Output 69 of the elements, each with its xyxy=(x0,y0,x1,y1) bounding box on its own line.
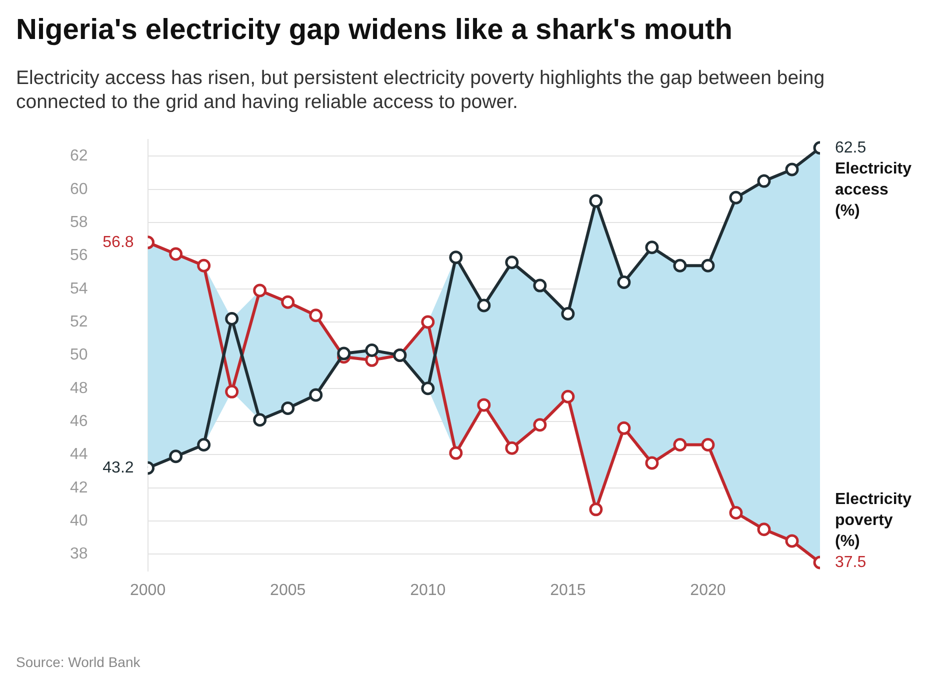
data-label: 43.2 xyxy=(102,459,134,476)
point xyxy=(645,240,659,254)
point xyxy=(169,450,183,464)
point xyxy=(785,534,799,548)
point xyxy=(785,162,799,176)
point xyxy=(421,315,435,329)
point xyxy=(449,446,463,460)
series-label: Electricity access (%) xyxy=(835,160,912,220)
point xyxy=(701,258,715,272)
y-tick-label: 42 xyxy=(70,479,88,496)
point xyxy=(729,506,743,520)
y-tick-label: 58 xyxy=(70,214,88,231)
point xyxy=(673,438,687,452)
y-tick-label: 54 xyxy=(70,280,88,298)
point xyxy=(505,441,519,455)
point xyxy=(561,390,575,404)
point xyxy=(589,194,603,208)
point xyxy=(505,256,519,270)
y-tick-label: 50 xyxy=(70,346,88,364)
x-tick-label: 2000 xyxy=(130,582,166,599)
point xyxy=(225,312,239,326)
x-tick-label: 2005 xyxy=(270,582,306,599)
point xyxy=(757,522,771,536)
point xyxy=(477,298,491,312)
x-tick-label: 2015 xyxy=(550,582,586,599)
source-note: Source: World Bank xyxy=(16,654,140,670)
point xyxy=(281,402,295,416)
point xyxy=(225,384,239,398)
y-tick-label: 52 xyxy=(70,313,88,330)
y-tick-label: 62 xyxy=(70,148,88,165)
chart-subtitle: Electricity access has risen, but persistent electricity poverty highlights the gap between being connected to the grid and having reliable access to power. xyxy=(16,66,826,114)
point xyxy=(197,438,211,452)
point xyxy=(645,456,659,470)
chart-title: Nigeria's electricity gap widens like a shark's mouth xyxy=(16,14,733,47)
point xyxy=(253,284,267,298)
point xyxy=(561,306,575,320)
point xyxy=(253,413,267,427)
data-label: 37.5 xyxy=(835,554,866,571)
point xyxy=(589,502,603,516)
y-tick-label: 40 xyxy=(70,512,88,530)
point xyxy=(309,308,323,322)
point xyxy=(477,398,491,412)
y-tick-label: 56 xyxy=(70,247,88,264)
point xyxy=(281,295,295,309)
y-tick-label: 60 xyxy=(70,180,88,198)
data-label: 62.5 xyxy=(835,139,866,156)
point xyxy=(617,421,631,435)
point xyxy=(617,275,631,289)
point xyxy=(365,343,379,357)
point xyxy=(701,438,715,452)
y-tick-label: 46 xyxy=(70,412,88,430)
point xyxy=(533,418,547,432)
y-tick-label: 38 xyxy=(70,546,88,563)
point xyxy=(757,174,771,188)
point xyxy=(421,382,435,396)
point xyxy=(309,388,323,402)
y-tick-label: 48 xyxy=(70,380,88,397)
x-tick-label: 2020 xyxy=(690,582,726,599)
series-label: Electricity poverty (%) xyxy=(835,490,912,550)
point xyxy=(337,346,351,360)
point xyxy=(673,258,687,272)
data-label: 56.8 xyxy=(102,234,134,251)
point xyxy=(449,250,463,264)
x-tick-label: 2010 xyxy=(410,582,446,599)
point xyxy=(533,278,547,292)
point xyxy=(197,258,211,272)
y-tick-label: 44 xyxy=(70,446,88,464)
point xyxy=(169,247,183,261)
point xyxy=(729,190,743,204)
